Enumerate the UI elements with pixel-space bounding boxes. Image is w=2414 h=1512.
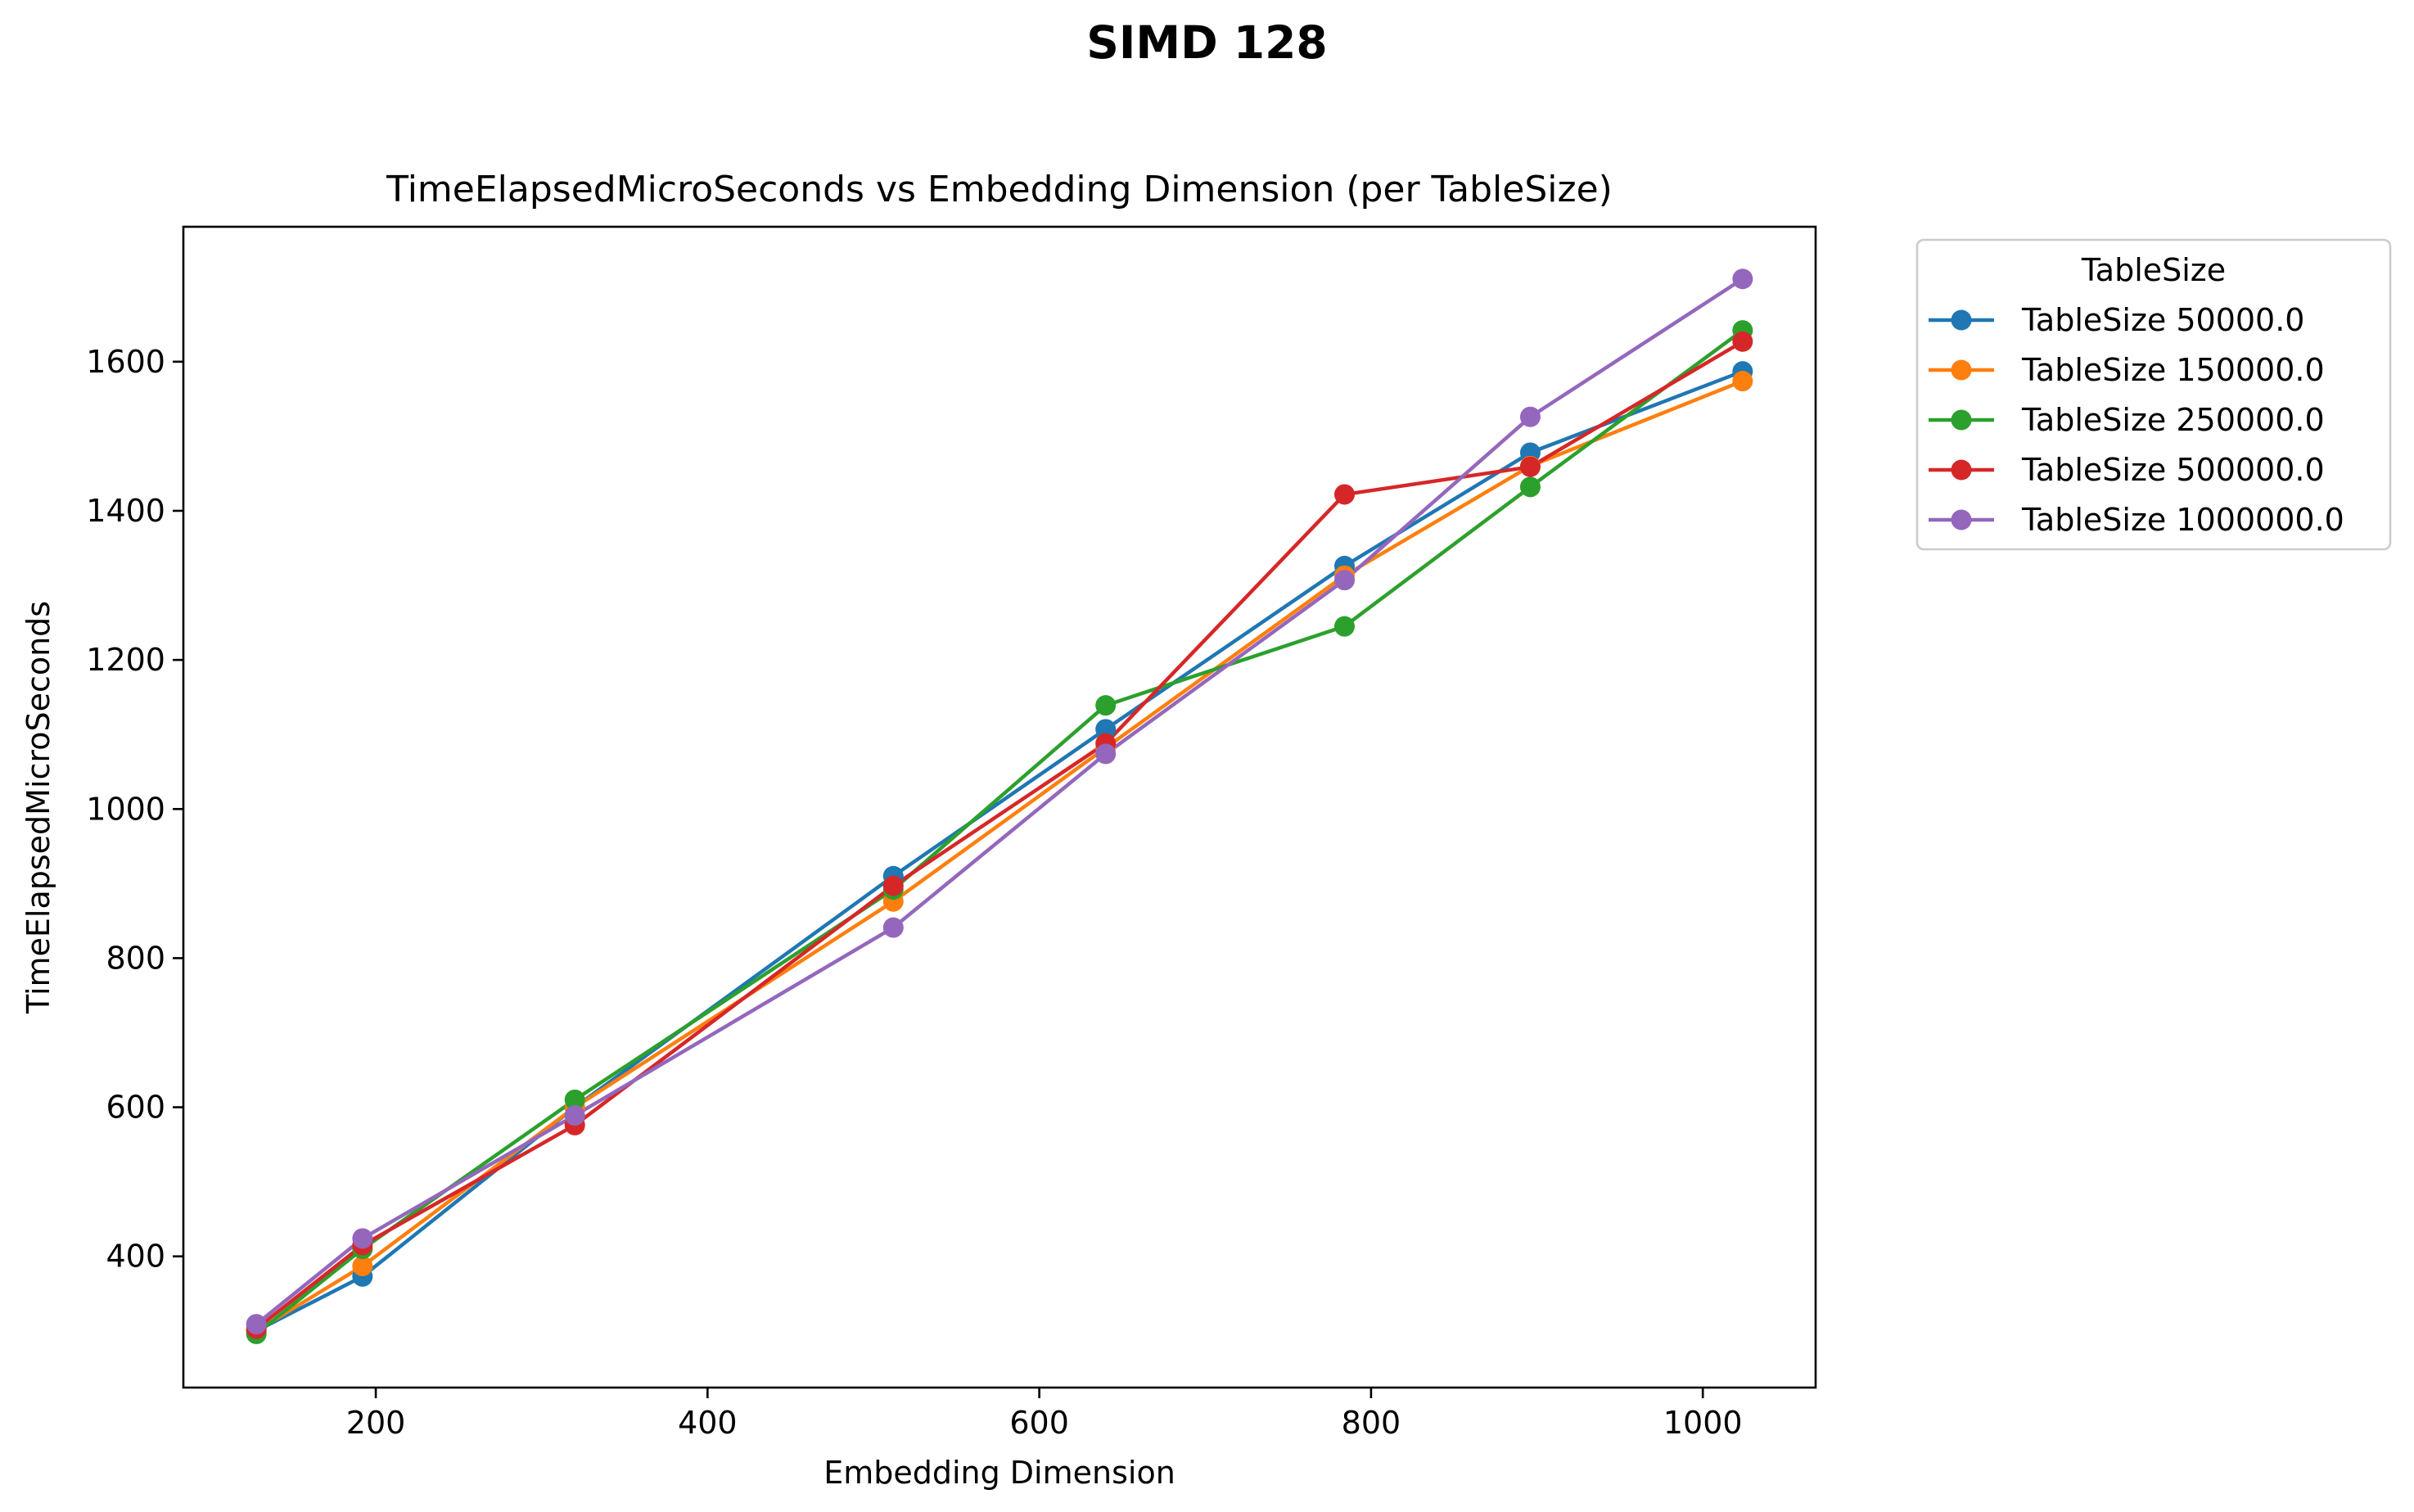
data-point-tablesize-500000-0 <box>1519 456 1541 477</box>
x-axis: 200 400 600 800 1000 <box>346 1388 1743 1441</box>
legend-marker-tablesize-500000-0 <box>1951 459 1972 481</box>
legend-label-tablesize-250000-0: TableSize 250000.0 <box>2021 402 2325 438</box>
y-tick-label: 800 <box>106 940 165 976</box>
x-tick-label: 400 <box>678 1405 738 1441</box>
x-tick-label: 1000 <box>1663 1405 1743 1441</box>
data-point-tablesize-250000-0 <box>1095 695 1117 716</box>
y-tick-label: 1200 <box>86 642 165 678</box>
legend-label-tablesize-50000-0: TableSize 50000.0 <box>2021 302 2305 338</box>
x-axis-label: Embedding Dimension <box>823 1455 1175 1491</box>
data-point-tablesize-500000-0 <box>1333 484 1355 505</box>
data-point-tablesize-1000000-0 <box>882 917 904 938</box>
data-point-tablesize-1000000-0 <box>1333 570 1355 591</box>
legend-title: TableSize <box>2081 252 2226 288</box>
series-line-tablesize-500000-0 <box>255 340 1744 1330</box>
data-point-tablesize-1000000-0 <box>1732 269 1753 290</box>
y-axis: 400 600 800 1000 1200 1400 1600 <box>86 344 183 1275</box>
y-tick-label: 600 <box>106 1090 165 1126</box>
plot-lines <box>255 277 1744 1336</box>
series-line-tablesize-1000000-0 <box>255 277 1744 1326</box>
legend-marker-tablesize-1000000-0 <box>1951 509 1972 530</box>
x-tick-label: 600 <box>1009 1405 1069 1441</box>
legend-marker-tablesize-150000-0 <box>1951 359 1972 381</box>
x-tick-label: 800 <box>1342 1405 1401 1441</box>
y-tick-label: 1600 <box>86 344 165 380</box>
plot-frame <box>182 225 1817 1389</box>
data-point-tablesize-250000-0 <box>564 1089 585 1110</box>
y-tick-label: 400 <box>106 1239 165 1275</box>
data-point-tablesize-1000000-0 <box>352 1228 373 1249</box>
legend-marker-tablesize-50000-0 <box>1951 309 1972 331</box>
chart-title: TimeElapsedMicroSeconds vs Embedding Dim… <box>386 169 1613 210</box>
y-tick-label: 1000 <box>86 791 165 827</box>
data-point-tablesize-1000000-0 <box>1095 743 1117 765</box>
legend-label-tablesize-500000-0: TableSize 500000.0 <box>2021 452 2325 488</box>
legend-box <box>1915 238 2392 551</box>
y-axis-label: TimeElapsedMicroSeconds <box>20 601 56 1014</box>
data-point-tablesize-500000-0 <box>1732 331 1753 352</box>
data-point-tablesize-50000-0 <box>1095 719 1117 740</box>
data-point-tablesize-500000-0 <box>882 875 904 896</box>
data-point-tablesize-150000-0 <box>352 1256 373 1277</box>
legend: TableSize TableSize 50000.0 TableSize 150… <box>1915 238 2392 551</box>
data-point-tablesize-150000-0 <box>1732 371 1753 392</box>
data-point-tablesize-250000-0 <box>1333 616 1355 637</box>
legend-marker-tablesize-250000-0 <box>1951 409 1972 431</box>
data-point-tablesize-1000000-0 <box>246 1314 267 1335</box>
series-line-tablesize-150000-0 <box>255 379 1744 1333</box>
x-tick-label: 200 <box>346 1405 406 1441</box>
figure-suptitle: SIMD 128 <box>1086 16 1328 69</box>
legend-label-tablesize-150000-0: TableSize 150000.0 <box>2021 352 2325 388</box>
series-line-tablesize-50000-0 <box>255 369 1744 1333</box>
plot-markers <box>246 269 1753 1344</box>
data-point-tablesize-250000-0 <box>1519 476 1541 498</box>
data-point-tablesize-1000000-0 <box>1519 406 1541 427</box>
legend-label-tablesize-1000000-0: TableSize 1000000.0 <box>2021 502 2344 538</box>
y-tick-label: 1400 <box>86 493 165 529</box>
legend-entries: TableSize 50000.0 TableSize 150000.0 Table… <box>1929 302 2344 538</box>
data-point-tablesize-1000000-0 <box>564 1105 585 1126</box>
